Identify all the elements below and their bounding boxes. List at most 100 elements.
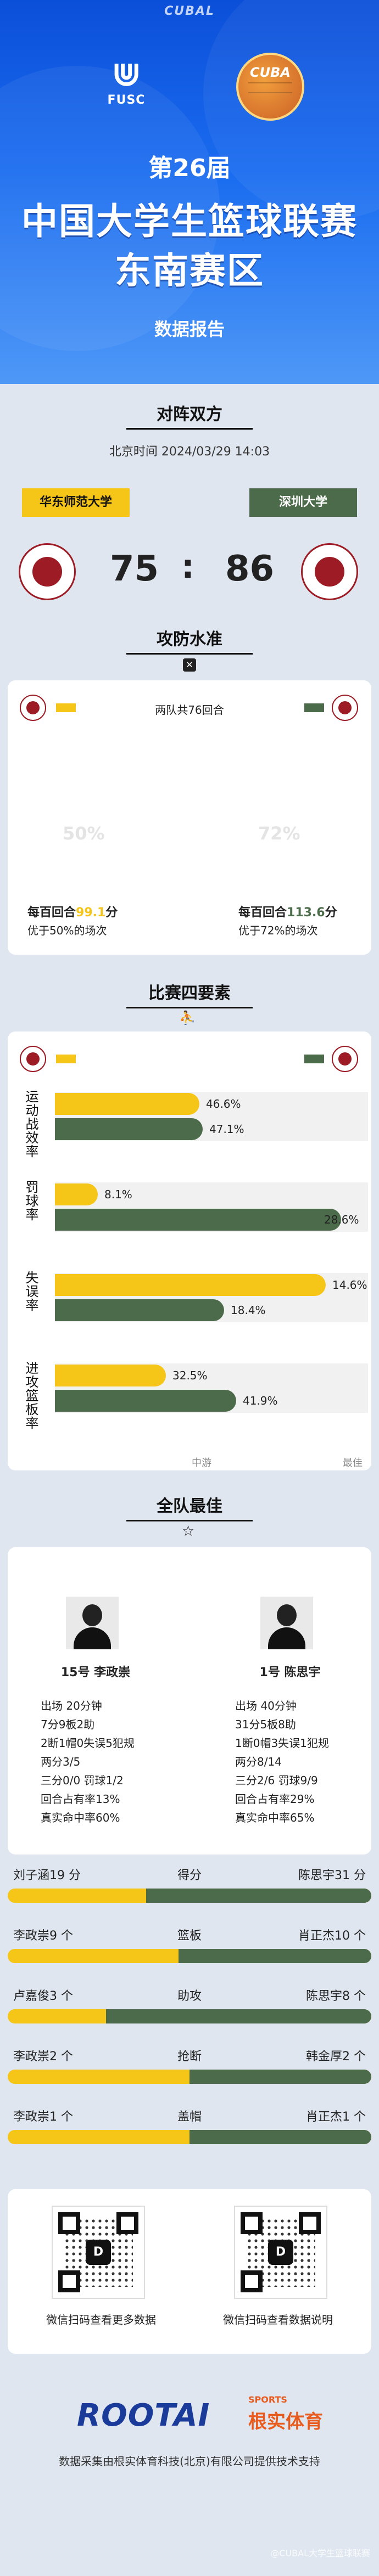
team-b-portion bbox=[106, 2009, 371, 2023]
stat-line: 两分3/5 bbox=[41, 1755, 81, 1768]
leader-right: 陈思宇8 个 bbox=[306, 1989, 366, 2003]
offense-section: 攻防水准 ✕ bbox=[0, 625, 379, 672]
player-a-name: 15号 李政崇 bbox=[60, 1666, 131, 1679]
cuba-logo: CUBA bbox=[236, 53, 304, 121]
team-a-color-swatch bbox=[56, 703, 76, 712]
qr-code-help-icon[interactable]: D bbox=[234, 2206, 327, 2299]
stat-line: 7分9板2助 bbox=[41, 1718, 95, 1731]
qr-card: D D 微信扫码查看更多数据 微信扫码查看数据说明 bbox=[8, 2189, 371, 2354]
team-b-crest-icon bbox=[301, 543, 358, 600]
factor-row: 8.1% 28.6% bbox=[55, 1182, 368, 1232]
factor-label: 运动战效率 bbox=[23, 1090, 38, 1158]
leader-bar bbox=[8, 2070, 371, 2084]
score-separator: : bbox=[181, 548, 194, 586]
factor-label: 失误率 bbox=[23, 1271, 38, 1312]
leader-category: 助攻 bbox=[177, 1989, 202, 2003]
qr-left-caption: 微信扫码查看更多数据 bbox=[46, 2313, 156, 2326]
team-b-value: 28.6% bbox=[324, 1213, 359, 1226]
stat-line: 真实命中率65% bbox=[235, 1811, 315, 1824]
stat-line: 三分2/6 罚球9/9 bbox=[235, 1774, 318, 1787]
team-a-bar bbox=[55, 1365, 166, 1386]
team-a-crest-small-icon bbox=[20, 695, 46, 721]
rootai-tag: SPORTS bbox=[248, 2394, 287, 2405]
team-b-crest-small-icon bbox=[332, 1046, 358, 1072]
factor-row: 14.6% 18.4% bbox=[55, 1273, 368, 1322]
edition: 第26届 bbox=[148, 154, 231, 182]
leader-bar bbox=[8, 1889, 371, 1903]
team-b-portion bbox=[146, 1889, 371, 1903]
leader-category: 篮板 bbox=[177, 1929, 202, 1943]
divider bbox=[126, 1007, 253, 1008]
leader-right: 肖正杰1 个 bbox=[306, 2110, 366, 2124]
team-a-value: 8.1% bbox=[104, 1188, 132, 1201]
team-b-per100-note: 优于72%的场次 bbox=[238, 924, 318, 937]
best-card: 15号 李政崇 1号 陈思宇 出场 20分钟 7分9板2助 2断1帽0失误5犯规 两分… bbox=[8, 1547, 371, 1855]
player-a-avatar bbox=[66, 1597, 119, 1649]
team-a-value: 32.5% bbox=[172, 1369, 208, 1382]
team-a-per100-note: 优于50%的场次 bbox=[27, 924, 107, 937]
leader-left: 李政崇2 个 bbox=[13, 2050, 73, 2064]
team-a-color-swatch bbox=[56, 1055, 76, 1063]
four-factors-title: 比赛四要素 bbox=[148, 984, 231, 1003]
rootai-sub: 根实体育 bbox=[248, 2411, 323, 2433]
stat-line: 2断1帽0失误5犯规 bbox=[41, 1737, 135, 1750]
stat-line: 出场 40分钟 bbox=[235, 1699, 297, 1712]
team-b-bar bbox=[55, 1390, 236, 1412]
qr-code-data-icon[interactable]: D bbox=[52, 2206, 145, 2299]
stat-line: 三分0/0 罚球1/2 bbox=[41, 1774, 124, 1787]
team-b-portion bbox=[179, 1949, 371, 1963]
factor-label: 进攻篮板率 bbox=[23, 1361, 38, 1430]
leader-left: 卢嘉俊3 个 bbox=[13, 1989, 73, 2003]
team-b-portion bbox=[190, 2130, 371, 2144]
team-b-portion bbox=[190, 2070, 371, 2084]
team-b-value: 47.1% bbox=[209, 1123, 244, 1136]
leader-right: 韩金厚2 个 bbox=[306, 2050, 366, 2064]
team-b-bar bbox=[55, 1118, 203, 1140]
fusc-logo-text: FUSC bbox=[107, 93, 146, 107]
team-a-bar bbox=[55, 1183, 98, 1205]
hero-banner: CUBAL ⋓ FUSC CUBA 第26届 中国大学生篮球联赛 东南赛区 数据… bbox=[0, 0, 379, 384]
leader-left: 李政崇1 个 bbox=[13, 2110, 73, 2124]
report-label: 数据报告 bbox=[154, 319, 225, 340]
stat-line: 真实命中率60% bbox=[41, 1811, 120, 1824]
watermark: @CUBAL大学生篮球联赛 bbox=[270, 2548, 370, 2558]
team-a-value: 14.6% bbox=[332, 1278, 367, 1292]
four-factors-card: 46.6% 47.1% 运动战效率 8.1% 28.6% 罚球率 14.6% 18.4% 失误率… bbox=[8, 1031, 371, 1470]
score-b: 86 bbox=[225, 549, 275, 589]
team-b-value: 41.9% bbox=[243, 1394, 278, 1407]
leader-right: 陈思宇31 分 bbox=[298, 1869, 366, 1882]
team-a-percentile: 50% bbox=[63, 823, 105, 844]
score-a: 75 bbox=[110, 549, 159, 589]
factor-row: 32.5% 41.9% bbox=[55, 1363, 368, 1413]
stat-line: 1断0帽3失误1犯规 bbox=[235, 1737, 329, 1750]
shield-icon: ✕ bbox=[183, 658, 196, 672]
cuba-logo-text: CUBA bbox=[250, 65, 291, 80]
axis-end-label: 最佳 bbox=[343, 1457, 363, 1469]
player-b-stats: 出场 40分钟 31分5板8助 1断0帽3失误1犯规 两分8/14 三分2/6 罚球9/… bbox=[235, 1696, 378, 1827]
leader-category: 盖帽 bbox=[177, 2110, 202, 2124]
team-a-per100: 每百回合99.1分 bbox=[27, 906, 118, 920]
fusc-mark-icon: ⋓ bbox=[112, 54, 141, 94]
offense-title: 攻防水准 bbox=[157, 630, 222, 649]
leader-category: 抢断 bbox=[177, 2050, 202, 2064]
page-title-line2: 东南赛区 bbox=[115, 250, 264, 292]
team-b-tag: 深圳大学 bbox=[249, 488, 357, 517]
leader-bar bbox=[8, 2130, 371, 2144]
page-title-line1: 中国大学生篮球联赛 bbox=[21, 200, 358, 243]
team-b-crest-small-icon bbox=[332, 695, 358, 721]
credit: 数据采集由根实体育科技(北京)有限公司提供技术支持 bbox=[59, 2455, 320, 2468]
team-a-tag: 华东师范大学 bbox=[22, 488, 130, 517]
best-section: 全队最佳 ☆ bbox=[0, 1492, 379, 1540]
leader-bar bbox=[8, 1949, 371, 1963]
leader-bar bbox=[8, 2009, 371, 2023]
fusc-logo: ⋓ FUSC bbox=[93, 55, 159, 121]
stat-line: 回合占有率29% bbox=[235, 1793, 315, 1806]
leader-category: 得分 bbox=[177, 1869, 202, 1882]
qr-right-caption: 微信扫码查看数据说明 bbox=[223, 2313, 333, 2326]
factor-label: 罚球率 bbox=[23, 1180, 38, 1221]
player-b-name: 1号 陈思宇 bbox=[259, 1666, 321, 1679]
matchup-title: 对阵双方 bbox=[157, 405, 222, 424]
stat-line: 出场 20分钟 bbox=[41, 1699, 102, 1712]
matchup-section: 对阵双方 北京时间 2024/03/29 14:03 华东师范大学 深圳大学 7… bbox=[0, 401, 379, 600]
